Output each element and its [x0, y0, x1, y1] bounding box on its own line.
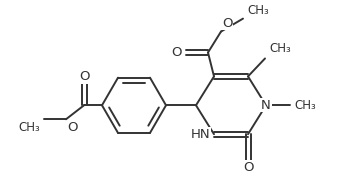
Text: O: O: [67, 121, 78, 134]
Text: O: O: [172, 46, 182, 59]
Text: CH₃: CH₃: [18, 121, 40, 134]
Text: CH₃: CH₃: [269, 43, 291, 56]
Text: N: N: [261, 99, 271, 112]
Text: HN: HN: [190, 128, 210, 141]
Text: O: O: [222, 17, 233, 29]
Text: CH₃: CH₃: [247, 4, 269, 17]
Text: CH₃: CH₃: [294, 99, 316, 112]
Text: O: O: [243, 161, 253, 174]
Text: O: O: [79, 70, 89, 83]
